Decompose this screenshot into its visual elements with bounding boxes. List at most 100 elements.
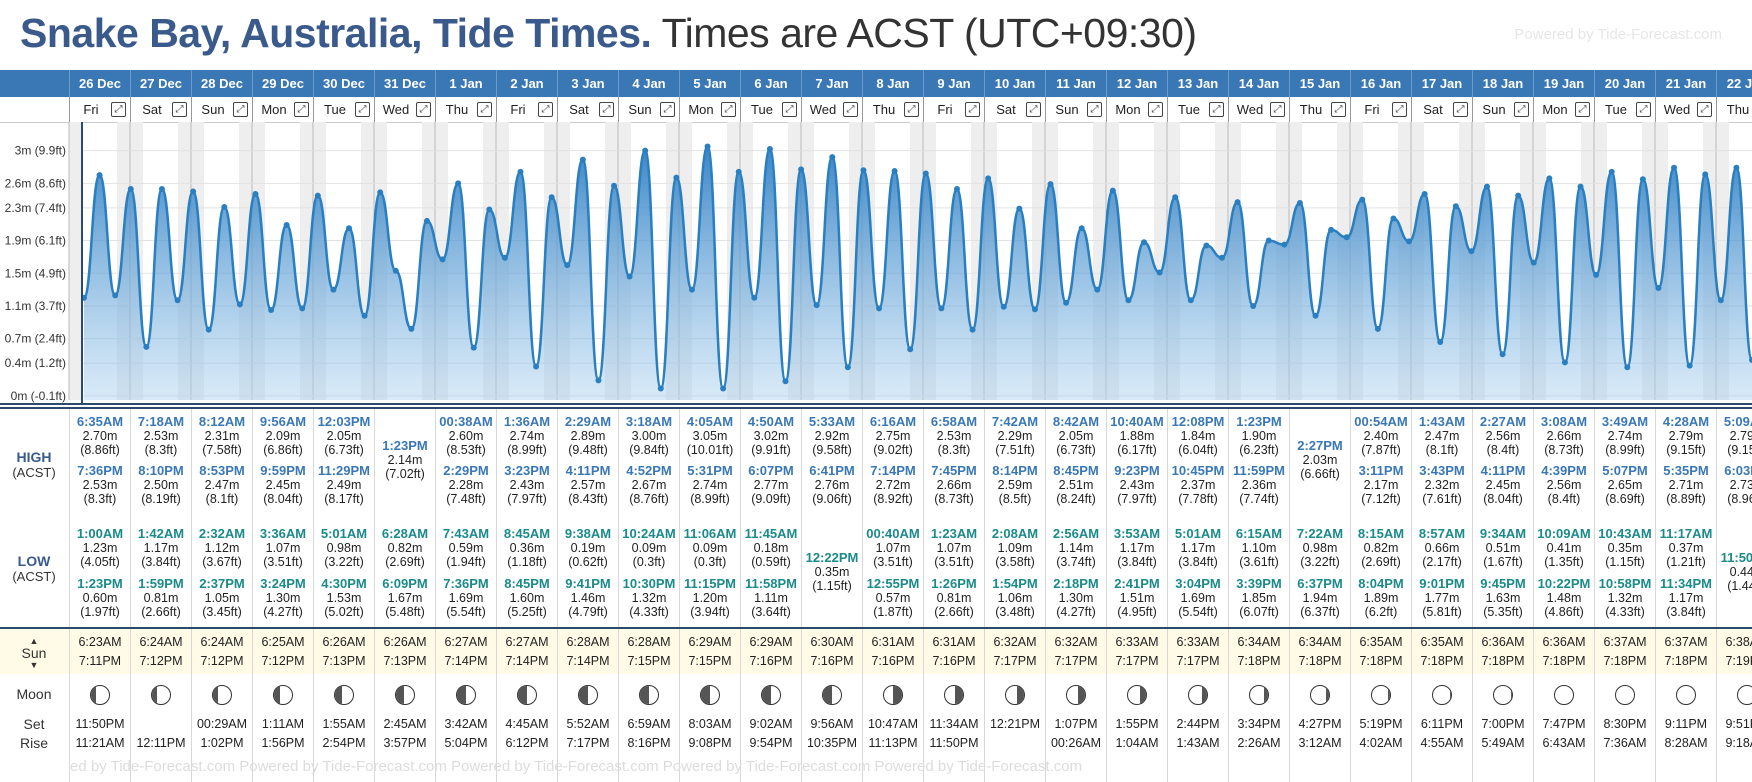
expand-icon[interactable]: ⤢ [1331, 102, 1346, 117]
weekday-cell: Sun⤢ [1472, 97, 1533, 122]
low-tide-height-m: 1.48m [1534, 591, 1594, 605]
high-tide-height-ft: (7.97ft) [497, 492, 557, 506]
high-tide-time: 5:35PM [1656, 464, 1716, 478]
expand-icon[interactable]: ⤢ [1636, 102, 1651, 117]
tide-point [424, 218, 430, 224]
expand-icon[interactable]: ⤢ [416, 102, 431, 117]
date-cell: 1 Jan [435, 70, 496, 97]
low-tide-time: 11:15PM [680, 577, 740, 591]
expand-icon[interactable]: ⤢ [233, 102, 248, 117]
low-tide-height-ft: (3.48ft) [985, 605, 1045, 619]
tide-point [1640, 176, 1646, 182]
high-tide-time: 3:49AM [1595, 415, 1655, 429]
expand-icon[interactable]: ⤢ [782, 102, 797, 117]
expand-icon[interactable]: ⤢ [538, 102, 553, 117]
high-tide-time: 9:56AM [253, 415, 313, 429]
weekday-label: Wed [1237, 102, 1264, 117]
expand-icon[interactable]: ⤢ [294, 102, 309, 117]
expand-icon[interactable]: ⤢ [904, 102, 919, 117]
moon-phase-icon [1188, 685, 1208, 705]
moonrise-time: 8:28AM [1656, 736, 1716, 750]
expand-icon[interactable]: ⤢ [660, 102, 675, 117]
expand-icon[interactable]: ⤢ [1697, 102, 1712, 117]
weekday-cell: Tue⤢ [740, 97, 801, 122]
expand-icon[interactable]: ⤢ [1575, 102, 1590, 117]
weekday-cell: Sun ⤢ [618, 97, 679, 122]
expand-icon[interactable]: ⤢ [599, 102, 614, 117]
high-tide-time: 4:05AM [680, 415, 740, 429]
moonrise-time: 9:54PM [741, 736, 801, 750]
moon-shadow [213, 686, 218, 704]
expand-icon[interactable]: ⤢ [111, 102, 126, 117]
expand-icon[interactable]: ⤢ [1514, 102, 1529, 117]
moon-phase-icon [151, 685, 171, 705]
low-label: LOW [0, 553, 68, 569]
tide-point [112, 292, 118, 298]
weekday-cell: Tue⤢ [313, 97, 374, 122]
expand-icon[interactable]: ⤢ [1392, 102, 1407, 117]
high-tide-height-m: 2.40m [1351, 429, 1411, 443]
moon-shadow [1202, 686, 1207, 704]
tide-point [284, 222, 290, 228]
expand-icon[interactable]: ⤢ [843, 102, 858, 117]
weekday-label: Sun [628, 102, 651, 117]
expand-icon[interactable]: ⤢ [1270, 102, 1285, 117]
moon-phase-icon [1127, 685, 1147, 705]
expand-icon[interactable]: ⤢ [1453, 102, 1468, 117]
tide-point [1281, 242, 1287, 248]
expand-icon[interactable]: ⤢ [1148, 102, 1163, 117]
moonrise-time: 3:57PM [375, 736, 435, 750]
high-tide-height-ft: (8.92ft) [863, 492, 923, 506]
high-tide-height-ft: (8.04ft) [1473, 492, 1533, 506]
high-tide-height-m: 2.47m [192, 478, 252, 492]
expand-icon[interactable]: ⤢ [1209, 102, 1224, 117]
high-tide-height-m: 1.84m [1168, 429, 1228, 443]
expand-icon[interactable]: ⤢ [1026, 102, 1041, 117]
high-tide-time: 10:40AM [1107, 415, 1167, 429]
sun-label-cell[interactable]: ▲ Sun ▼ [0, 637, 68, 669]
high-tide-height-m: 2.28m [436, 478, 496, 492]
sunrise-time: 6:28AM [619, 635, 679, 649]
low-tide-height-ft: (3.51ft) [924, 555, 984, 569]
moonrise-time: 8:16PM [619, 736, 679, 750]
sunrise-time: 6:29AM [741, 635, 801, 649]
sunset-time: 7:12PM [192, 654, 252, 668]
high-tide-height-ft: (6.17ft) [1107, 443, 1167, 457]
expand-icon[interactable]: ⤢ [721, 102, 736, 117]
moonset-time: 2:44PM [1168, 717, 1228, 731]
moonset-time: 8:03AM [680, 717, 740, 731]
low-tide-height-m: 0.57m [863, 591, 923, 605]
high-tide-height-ft: (8.73ft) [1534, 443, 1594, 457]
expand-icon[interactable]: ⤢ [477, 102, 492, 117]
expand-icon[interactable]: ⤢ [355, 102, 370, 117]
moonset-time: 4:45AM [497, 717, 557, 731]
low-tide-height-m: 1.17m [131, 541, 191, 555]
expand-icon[interactable]: ⤢ [965, 102, 980, 117]
sunrise-time: 6:24AM [131, 635, 191, 649]
sunset-time: 7:14PM [436, 654, 496, 668]
high-tide-height-ft: (7.74ft) [1229, 492, 1289, 506]
low-tide-height-ft: (4.33ft) [1595, 605, 1655, 619]
high-tide-height-m: 2.14m [375, 453, 435, 467]
expand-icon[interactable]: ⤢ [172, 102, 187, 117]
expand-icon[interactable]: ⤢ [1087, 102, 1102, 117]
moonrise-time: 5:49AM [1473, 736, 1533, 750]
date-cell: 9 Jan [923, 70, 984, 97]
